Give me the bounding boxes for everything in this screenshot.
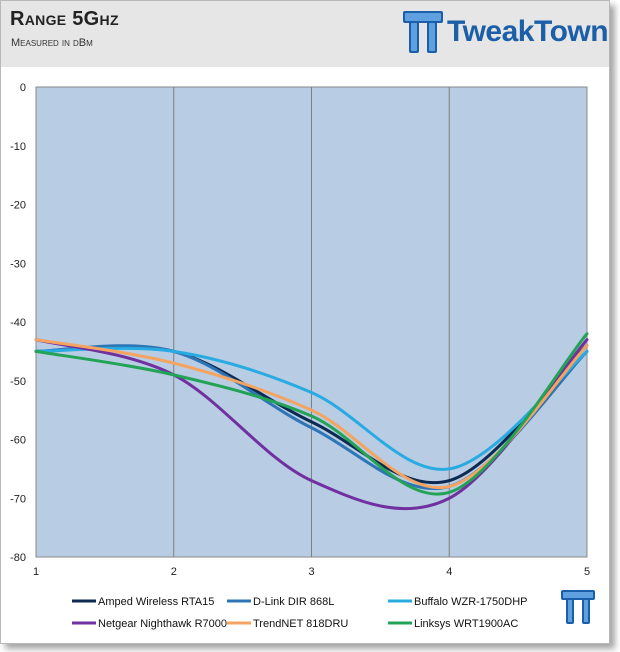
brand-name: TweakTown bbox=[447, 15, 609, 48]
y-tick-label: -40 bbox=[10, 317, 26, 329]
x-tick-label: 4 bbox=[446, 566, 452, 578]
y-tick-label: -10 bbox=[10, 141, 26, 153]
brand-logo: TweakTown bbox=[401, 7, 609, 57]
chart-header: Range 5Ghz Measured in dBm TweakTown bbox=[1, 1, 609, 67]
x-tick-label: 5 bbox=[584, 566, 590, 578]
y-tick-label: -80 bbox=[10, 552, 26, 564]
y-tick-label: -30 bbox=[10, 258, 26, 270]
tt-logo-icon bbox=[403, 11, 443, 53]
chart-subtitle: Measured in dBm bbox=[11, 37, 93, 49]
x-tick-label: 1 bbox=[33, 566, 39, 578]
y-tick-label: -20 bbox=[10, 200, 26, 212]
y-tick-label: -60 bbox=[10, 435, 26, 447]
y-tick-label: 0 bbox=[20, 82, 26, 94]
chart-title: Range 5Ghz bbox=[10, 8, 119, 30]
y-tick-label: -50 bbox=[10, 376, 26, 388]
legend-label: TrendNET 818DRU bbox=[253, 618, 348, 630]
tt-corner-logo-icon bbox=[561, 590, 595, 624]
plot-area: 0 -10 -20 -30 -40 -50 -60 -70 -80 1 2 3 4 5 bbox=[10, 82, 590, 578]
series-line bbox=[34, 332, 589, 496]
legend-label: D-Link DIR 868L bbox=[253, 596, 334, 608]
legend-label: Buffalo WZR-1750DHP bbox=[414, 596, 528, 608]
legend-label: Linksys WRT1900AC bbox=[414, 618, 518, 630]
legend-label: Amped Wireless RTA15 bbox=[98, 596, 214, 608]
chart-legend: Amped Wireless RTA15 D-Link DIR 868L Buffa… bbox=[72, 596, 528, 630]
x-tick-label: 3 bbox=[308, 566, 314, 578]
x-tick-label: 2 bbox=[171, 566, 177, 578]
series-line bbox=[34, 346, 589, 471]
legend-label: Netgear Nighthawk R7000 bbox=[98, 618, 227, 630]
y-tick-label: -70 bbox=[10, 493, 26, 505]
